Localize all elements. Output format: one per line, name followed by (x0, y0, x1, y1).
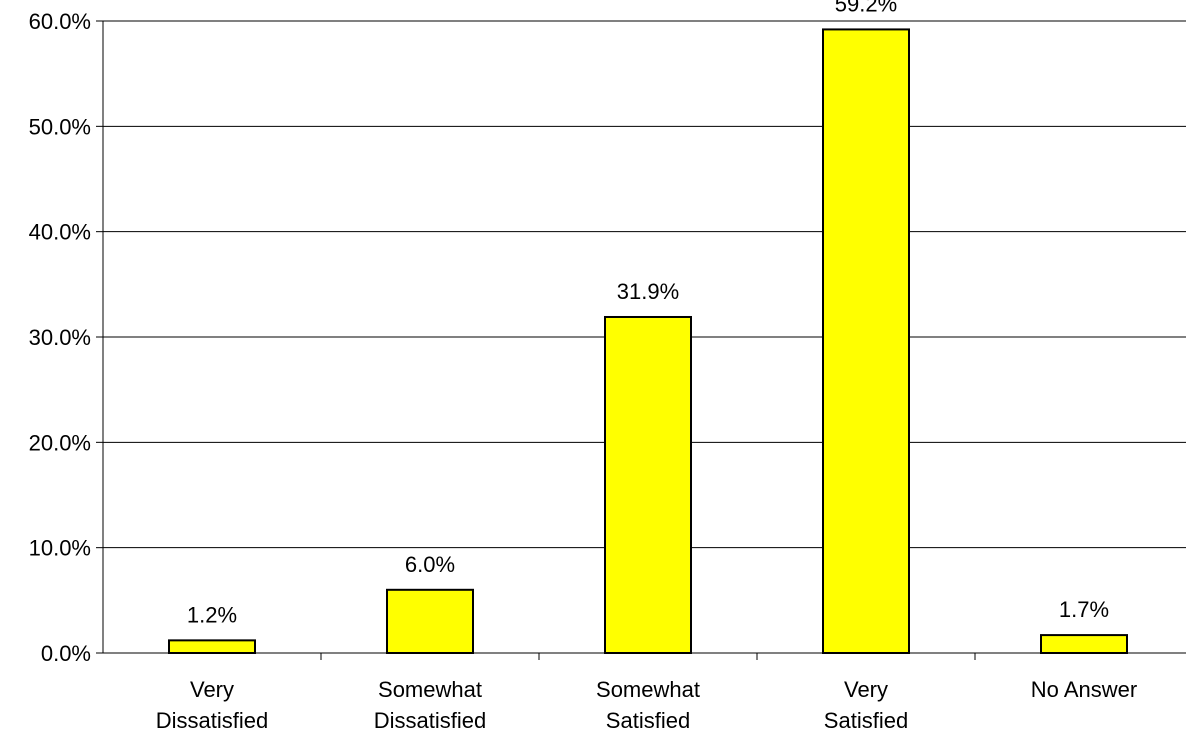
labels: 0.0% 10.0% 20.0% 30.0% 40.0% 50.0% 60.0% 1.2% Ve… (29, 0, 1138, 733)
data-label: 1.7% (1059, 597, 1109, 622)
category-label-line: Somewhat (596, 677, 700, 702)
category-label: Somewhat Satisfied (596, 677, 700, 733)
y-tick-label: 10.0% (29, 536, 91, 561)
bar (604, 315, 692, 654)
bar (168, 639, 256, 654)
category-label-line: Very (844, 677, 888, 702)
y-tick-label: 20.0% (29, 430, 91, 455)
y-tick-label: 50.0% (29, 114, 91, 139)
axes (96, 20, 1186, 660)
category-label-line: Satisfied (824, 708, 908, 733)
bar (822, 28, 910, 654)
y-tick-label: 60.0% (29, 9, 91, 34)
bar (1040, 634, 1128, 654)
category-label-line: Dissatisfied (156, 708, 268, 733)
category-label: Very Satisfied (824, 677, 908, 733)
bar (386, 588, 474, 654)
category-label: Very Dissatisfied (156, 677, 268, 733)
data-label: 59.2% (835, 0, 897, 16)
category-label-line: Very (190, 677, 234, 702)
bars (168, 28, 1128, 654)
category-label-line: Somewhat (378, 677, 482, 702)
data-label: 6.0% (405, 552, 455, 577)
data-label: 1.2% (187, 602, 237, 627)
category-label-line: No Answer (1031, 677, 1137, 702)
category-label-line: Dissatisfied (374, 708, 486, 733)
category-label-line: Satisfied (606, 708, 690, 733)
data-label: 31.9% (617, 279, 679, 304)
y-tick-label: 0.0% (41, 641, 91, 666)
category-label: No Answer (1031, 677, 1137, 702)
category-label: Somewhat Dissatisfied (374, 677, 486, 733)
y-tick-label: 40.0% (29, 220, 91, 245)
y-tick-label: 30.0% (29, 325, 91, 350)
